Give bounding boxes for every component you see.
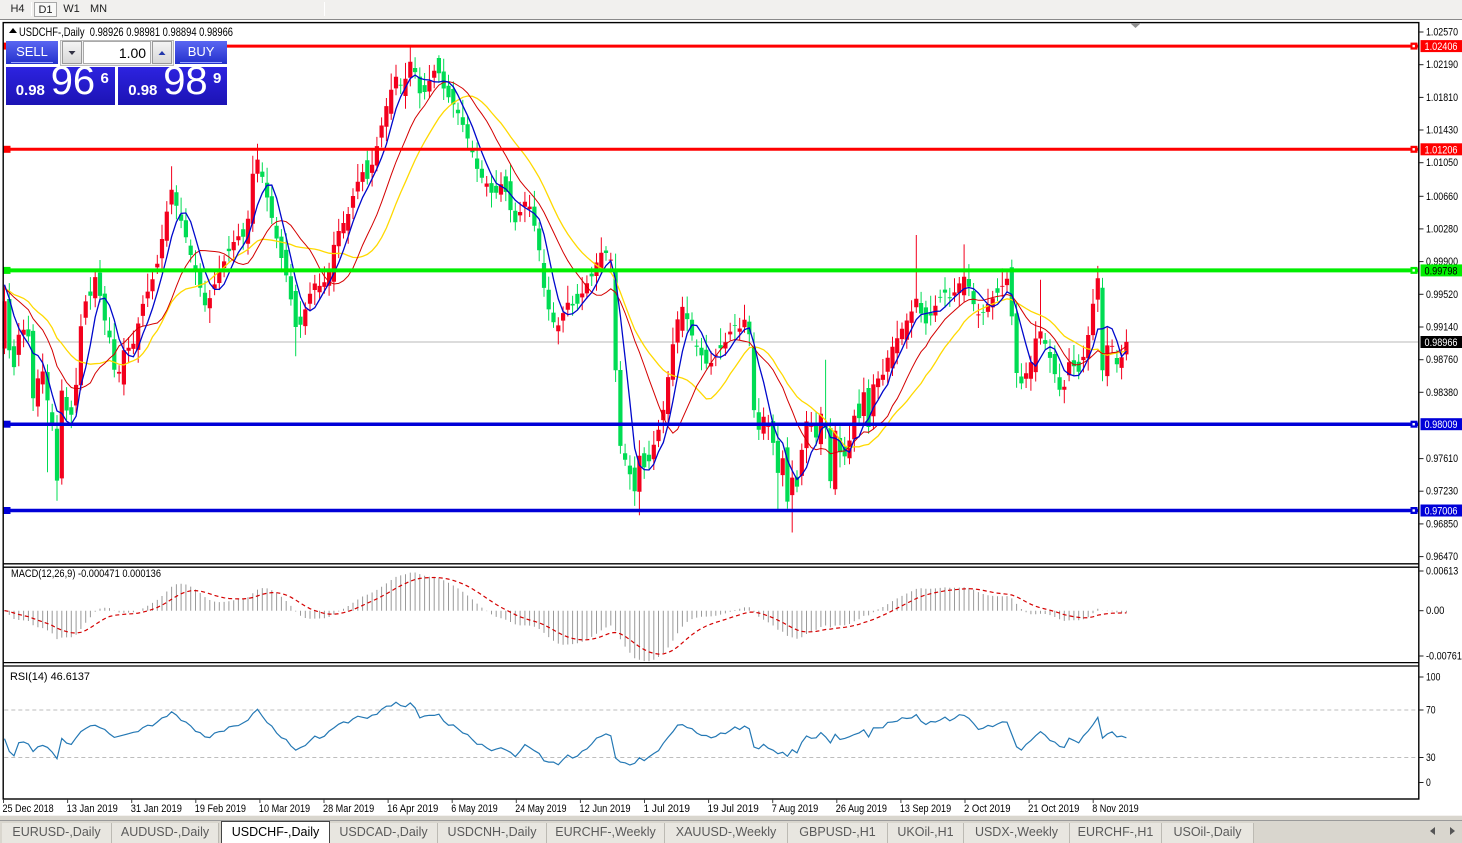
svg-text:24 May 2019: 24 May 2019 <box>515 803 566 815</box>
svg-text:31 Jan 2019: 31 Jan 2019 <box>131 803 182 815</box>
svg-text:1.01206: 1.01206 <box>1425 144 1458 156</box>
svg-text:0.98760: 0.98760 <box>1426 354 1458 366</box>
svg-text:0.99520: 0.99520 <box>1426 289 1458 301</box>
svg-text:0.96470: 0.96470 <box>1426 551 1458 563</box>
svg-text:10 Mar 2019: 10 Mar 2019 <box>259 803 310 815</box>
svg-text:-0.0076122: -0.0076122 <box>1426 651 1462 663</box>
svg-text:0.00: 0.00 <box>1426 605 1444 617</box>
svg-text:19 Jul 2019: 19 Jul 2019 <box>708 803 759 815</box>
svg-text:0.97610: 0.97610 <box>1426 453 1458 465</box>
svg-text:0.99798: 0.99798 <box>1425 265 1458 277</box>
svg-text:0.96850: 0.96850 <box>1426 518 1458 530</box>
svg-text:7 Aug 2019: 7 Aug 2019 <box>772 803 819 815</box>
svg-text:0.98380: 0.98380 <box>1426 387 1458 399</box>
svg-text:USDCHF-,Daily 0.98926 0.98981: USDCHF-,Daily 0.98926 0.98981 0.98894 0.… <box>19 25 233 39</box>
svg-text:70: 70 <box>1426 705 1436 717</box>
svg-text:6 May 2019: 6 May 2019 <box>451 803 498 815</box>
svg-text:1.02570: 1.02570 <box>1426 27 1458 39</box>
svg-text:1.01430: 1.01430 <box>1426 125 1458 137</box>
svg-text:21 Oct 2019: 21 Oct 2019 <box>1028 803 1079 815</box>
svg-text:2 Oct 2019: 2 Oct 2019 <box>964 803 1011 815</box>
svg-text:12 Jun 2019: 12 Jun 2019 <box>579 803 630 815</box>
svg-text:0: 0 <box>1426 777 1431 789</box>
svg-text:16 Apr 2019: 16 Apr 2019 <box>387 803 438 815</box>
svg-text:RSI(14) 46.6137: RSI(14) 46.6137 <box>10 671 90 683</box>
svg-text:1.00660: 1.00660 <box>1426 191 1458 203</box>
svg-text:1.01810: 1.01810 <box>1426 92 1458 104</box>
svg-text:0.97230: 0.97230 <box>1426 486 1458 498</box>
svg-text:1.00280: 1.00280 <box>1426 223 1458 235</box>
svg-text:0.97006: 0.97006 <box>1425 506 1458 518</box>
svg-text:13 Sep 2019: 13 Sep 2019 <box>900 803 951 815</box>
svg-text:0.99140: 0.99140 <box>1426 322 1458 334</box>
svg-text:100: 100 <box>1426 672 1440 684</box>
svg-text:0.00613: 0.00613 <box>1426 566 1458 578</box>
svg-text:30: 30 <box>1426 752 1436 764</box>
svg-text:1.01050: 1.01050 <box>1426 157 1458 169</box>
svg-text:1.02406: 1.02406 <box>1425 41 1458 53</box>
svg-text:26 Aug 2019: 26 Aug 2019 <box>836 803 887 815</box>
svg-text:1.02190: 1.02190 <box>1426 59 1458 71</box>
svg-text:0.98966: 0.98966 <box>1425 337 1458 349</box>
svg-text:19 Feb 2019: 19 Feb 2019 <box>195 803 246 815</box>
svg-text:1 Jul 2019: 1 Jul 2019 <box>644 803 691 815</box>
svg-text:0.98009: 0.98009 <box>1425 419 1458 431</box>
svg-text:8 Nov 2019: 8 Nov 2019 <box>1092 803 1139 815</box>
svg-text:MACD(12,26,9) -0.000471 0.0001: MACD(12,26,9) -0.000471 0.000136 <box>11 568 161 580</box>
svg-text:13 Jan 2019: 13 Jan 2019 <box>67 803 118 815</box>
svg-text:25 Dec 2018: 25 Dec 2018 <box>3 803 54 815</box>
svg-text:28 Mar 2019: 28 Mar 2019 <box>323 803 374 815</box>
